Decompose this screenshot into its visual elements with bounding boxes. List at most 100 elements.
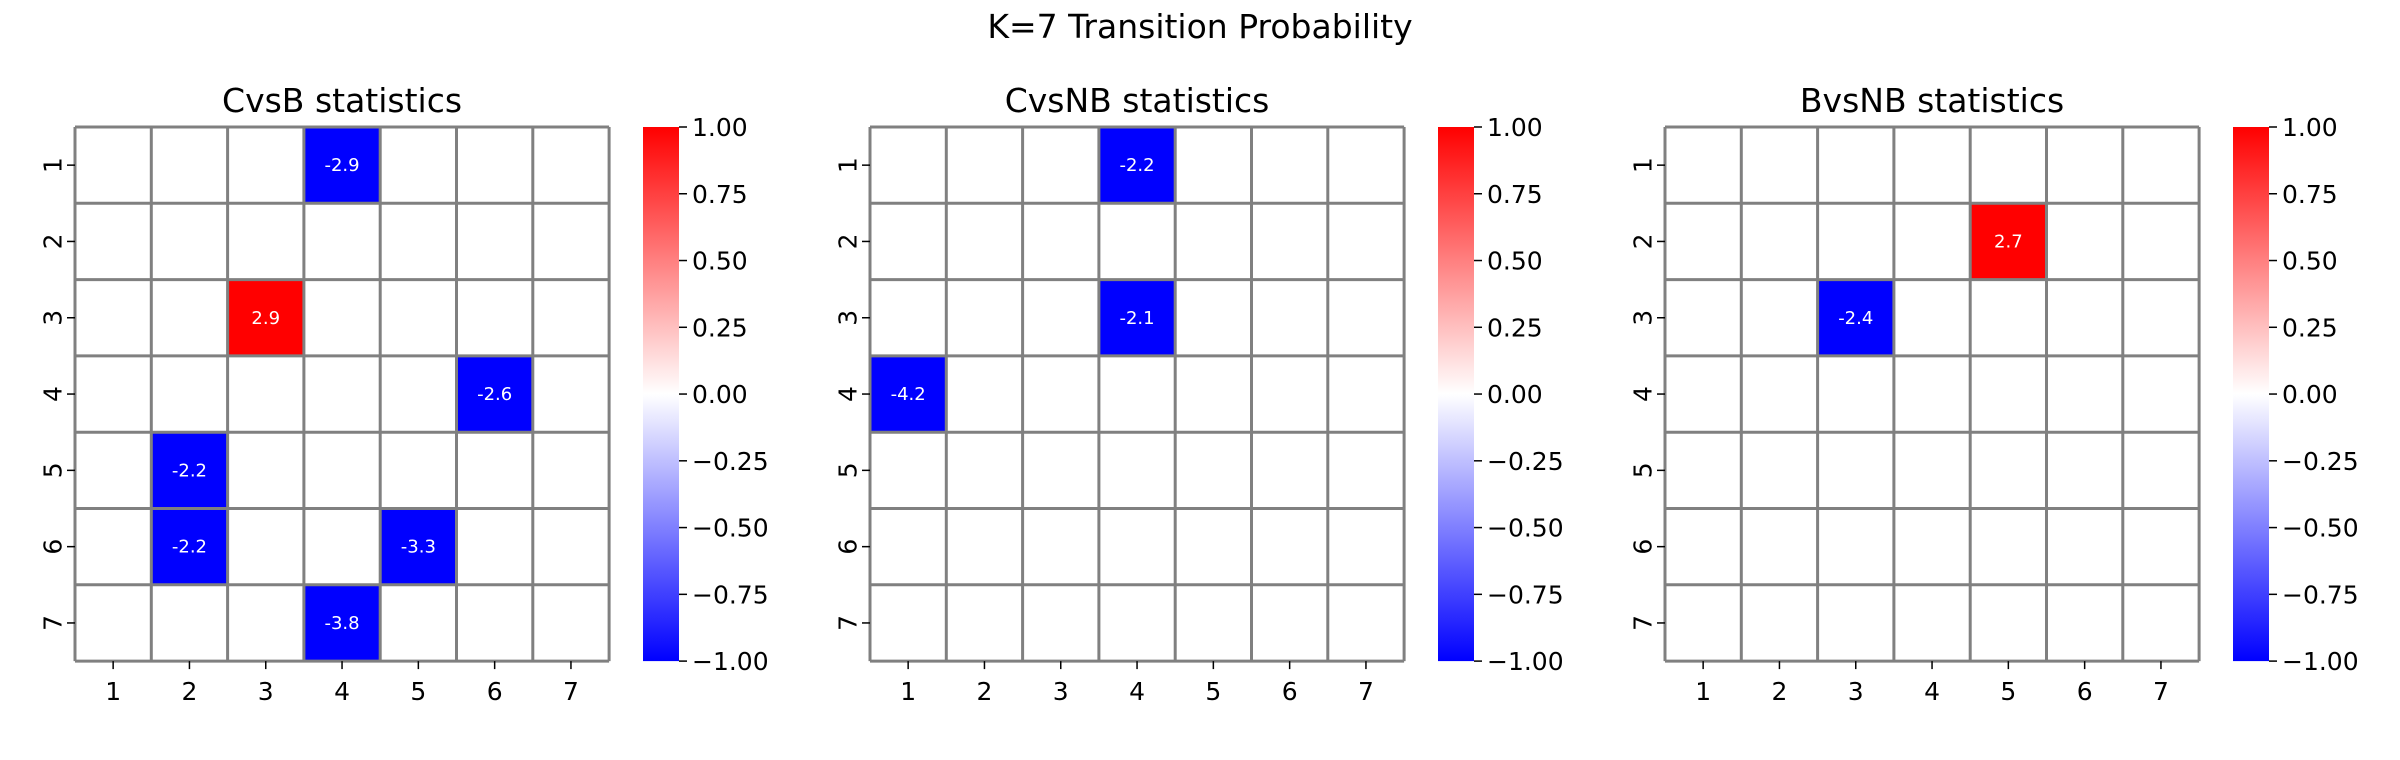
x-tick-label: 5 bbox=[1205, 677, 1221, 706]
colorbar-tick-label: 0.75 bbox=[692, 180, 748, 209]
cell-annotation: -3.3 bbox=[401, 537, 436, 558]
colorbar-tick-label: 1.00 bbox=[1487, 113, 1543, 142]
heatmap-cell bbox=[303, 584, 381, 662]
colorbar-tick-label: 0.25 bbox=[692, 313, 748, 342]
colorbar-tick-label: 0.75 bbox=[1487, 180, 1543, 209]
y-tick-label: 5 bbox=[1629, 462, 1658, 478]
colorbar-tick-label: −0.25 bbox=[2282, 447, 2359, 476]
x-tick-label: 5 bbox=[2000, 677, 2016, 706]
heatmap-panels: CvsB statistics -2.9 2.9 -2.6 -2.2 -2.2 -3.3 -3… bbox=[39, 81, 2359, 706]
x-tick-label: 3 bbox=[1848, 677, 1864, 706]
cell-annotation: -2.2 bbox=[172, 537, 207, 558]
colorbar-tick-label: 0.00 bbox=[692, 380, 748, 409]
colorbar-tick-label: 0.50 bbox=[1487, 247, 1543, 276]
y-tick-label: 7 bbox=[834, 615, 863, 631]
x-tick-label: 4 bbox=[334, 677, 350, 706]
y-tick-label: 2 bbox=[39, 233, 68, 249]
colorbar-tick-label: −1.00 bbox=[2282, 647, 2359, 676]
y-tick-label: 7 bbox=[39, 615, 68, 631]
cell-annotation: -2.1 bbox=[1119, 308, 1154, 329]
colorbar-tick-label: −0.50 bbox=[2282, 514, 2359, 543]
colorbar-tick-label: −0.25 bbox=[1487, 447, 1564, 476]
colorbar-tick-label: −0.25 bbox=[692, 447, 769, 476]
x-tick-label: 1 bbox=[1695, 677, 1711, 706]
colorbar-tick-label: −0.50 bbox=[1487, 514, 1564, 543]
x-tick-label: 2 bbox=[1771, 677, 1787, 706]
cell-annotation: -2.2 bbox=[1119, 155, 1154, 176]
cell-annotation: 2.9 bbox=[251, 308, 280, 329]
cell-annotation: -2.4 bbox=[1838, 308, 1873, 329]
heatmap-cell bbox=[456, 355, 533, 433]
y-tick-label: 6 bbox=[39, 539, 68, 555]
heatmap-cells bbox=[870, 127, 1405, 662]
heatmap-cell bbox=[1098, 127, 1176, 204]
x-tick-label: 4 bbox=[1129, 677, 1145, 706]
y-tick-label: 1 bbox=[834, 157, 863, 173]
cell-annotation: -2.2 bbox=[172, 460, 207, 481]
colorbar bbox=[643, 127, 679, 662]
colorbar-tick-label: 0.25 bbox=[1487, 313, 1543, 342]
heatmap-cell bbox=[870, 355, 947, 433]
colorbar-tick-label: 0.50 bbox=[692, 247, 748, 276]
y-tick-label: 3 bbox=[39, 310, 68, 326]
colorbar-tick-label: −0.75 bbox=[692, 580, 769, 609]
cell-annotation: -2.9 bbox=[324, 155, 359, 176]
panel-title: CvsB statistics bbox=[222, 81, 462, 120]
heatmap-cell bbox=[1817, 279, 1894, 356]
cell-annotation: -3.8 bbox=[324, 613, 359, 634]
colorbar-tick-label: 1.00 bbox=[2282, 113, 2338, 142]
heatmap-cell bbox=[151, 432, 228, 509]
colorbar-tick-label: 0.75 bbox=[2282, 180, 2338, 209]
x-tick-label: 3 bbox=[258, 677, 274, 706]
colorbar-tick-label: −1.00 bbox=[1487, 647, 1564, 676]
heatmap-background bbox=[870, 127, 1405, 662]
heatmap-panel-3: BvsNB statistics 2.7 -2.4 1 2 3 4 5 6 7 1 2 3 4 5 6 7 1.0… bbox=[1629, 81, 2359, 706]
y-tick-label: 7 bbox=[1629, 615, 1658, 631]
y-tick-label: 2 bbox=[1629, 233, 1658, 249]
x-tick-label: 6 bbox=[487, 677, 503, 706]
heatmap-cell bbox=[227, 279, 304, 356]
panel-title: CvsNB statistics bbox=[1005, 81, 1270, 120]
cell-annotation: -2.6 bbox=[477, 384, 512, 405]
x-tick-label: 2 bbox=[976, 677, 992, 706]
heatmap-background bbox=[1665, 127, 2200, 662]
y-tick-label: 4 bbox=[39, 386, 68, 402]
y-tick-label: 6 bbox=[834, 539, 863, 555]
colorbar-tick-label: 1.00 bbox=[692, 113, 748, 142]
y-tick-label: 3 bbox=[834, 310, 863, 326]
x-tick-label: 3 bbox=[1053, 677, 1069, 706]
x-tick-label: 5 bbox=[410, 677, 426, 706]
x-tick-label: 6 bbox=[2077, 677, 2093, 706]
heatmap-cells bbox=[1665, 127, 2200, 662]
cell-annotation: -4.2 bbox=[891, 384, 926, 405]
colorbar-tick-label: 0.50 bbox=[2282, 247, 2338, 276]
y-tick-label: 6 bbox=[1629, 539, 1658, 555]
colorbar bbox=[2233, 127, 2269, 662]
y-tick-label: 2 bbox=[834, 233, 863, 249]
colorbar-tick-label: −1.00 bbox=[692, 647, 769, 676]
y-tick-label: 3 bbox=[1629, 310, 1658, 326]
heatmap-cell bbox=[303, 127, 381, 204]
cell-annotation: 2.7 bbox=[1994, 231, 2023, 252]
y-tick-label: 5 bbox=[834, 462, 863, 478]
heatmap-panel-2: CvsNB statistics -2.2 -2.1 -4.2 1 2 3 4 5 6 7 1 2 3 4 5… bbox=[834, 81, 1564, 706]
heatmap-panel-1: CvsB statistics -2.9 2.9 -2.6 -2.2 -2.2 -3.3 -3… bbox=[39, 81, 769, 706]
colorbar bbox=[1438, 127, 1474, 662]
heatmap-cell bbox=[151, 508, 228, 585]
x-tick-label: 2 bbox=[181, 677, 197, 706]
heatmap-cell bbox=[1970, 203, 2047, 280]
x-tick-label: 1 bbox=[900, 677, 916, 706]
x-tick-label: 7 bbox=[563, 677, 579, 706]
colorbar-tick-label: −0.75 bbox=[2282, 580, 2359, 609]
x-tick-label: 1 bbox=[105, 677, 121, 706]
x-tick-label: 7 bbox=[2153, 677, 2169, 706]
panel-title: BvsNB statistics bbox=[1800, 81, 2064, 120]
colorbar-tick-label: 0.00 bbox=[1487, 380, 1543, 409]
x-tick-label: 7 bbox=[1358, 677, 1374, 706]
figure-suptitle: K=7 Transition Probability bbox=[987, 7, 1412, 46]
x-tick-label: 6 bbox=[1282, 677, 1298, 706]
colorbar-tick-label: 0.25 bbox=[2282, 313, 2338, 342]
y-tick-label: 4 bbox=[834, 386, 863, 402]
